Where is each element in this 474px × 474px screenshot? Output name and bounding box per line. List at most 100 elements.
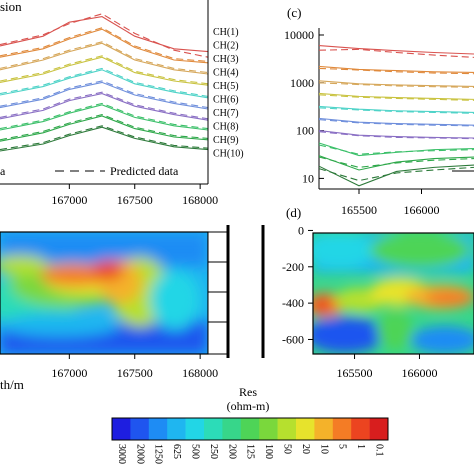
colorbar-label-5: 250 [208,444,219,459]
panel-c-x-tick-label-1: 166000 [404,203,440,217]
panel-c-predicted-line-2 [318,67,474,75]
panel-a-channel-label-8: CH(8) [213,122,239,133]
panel-c-measured-line-7 [318,130,474,139]
panel-a-legend-measured: a [0,164,6,178]
panel-c-y-tick-label-3: 10000 [284,28,314,42]
panel-c-predicted-line-8 [318,144,474,155]
panel-c-y-tick-label-2: 1000 [290,76,314,90]
panel-c-measured-line-6 [318,117,474,126]
colorbar-label-4: 500 [190,444,201,459]
panel-d-frame [312,232,474,355]
panel-d-label: (d) [286,205,301,220]
panel-a-measured-line-7 [0,93,209,121]
panel-c-measured-line-1 [318,45,474,55]
panel-a-measured-line-2 [0,28,209,64]
panel-c-measured-line-3 [318,80,474,87]
panel-a-x-tick-label-1: 167500 [117,193,153,207]
colorbar-label-1: 2000 [134,444,145,464]
panel-c-label: (c) [287,5,301,20]
panel-d-y-tick-label-1: -200 [282,260,304,274]
panel-a-measured-line-5 [0,69,209,99]
colorbar-label-10: 20 [300,444,311,454]
panel-d-y-ticks: 0 -200 -400 -600 [282,223,313,346]
panel-a-measured-line-6 [0,81,209,110]
panel-c-measured-line-9 [318,155,474,171]
panel-d-x-ticks: 165500 166000 [337,354,437,380]
panel-d-x-tick-label-1: 166000 [401,366,437,380]
panel-d-heatmap [313,233,474,354]
colorbar-label-2: 1250 [153,444,164,464]
panel-a-channel-label-4: CH(4) [213,68,239,79]
colorbar-label-6: 200 [226,444,237,459]
panel-c-series [318,45,474,187]
panel-c-predicted-line-5 [318,107,474,114]
panel-a-channel-label-1: CH(1) [213,27,239,38]
colorbar-swatch-0 [112,418,131,440]
panel-a-channel-label-6: CH(6) [213,95,239,106]
panel-d-x-tick-label-0: 165500 [337,366,373,380]
panel-c-y-ticks: 10 100 1000 10000 [284,28,324,185]
panel-b-x-tick-label-0: 167000 [51,366,87,380]
panel-b-mask [208,232,228,354]
panel-a-x-tick-label-0: 167000 [51,193,87,207]
colorbar-swatch-13 [351,418,370,440]
panel-a-series [0,13,209,152]
colorbar-swatch-14 [369,418,389,440]
panel-c: (c) 10 100 1000 10000 165500 166000 [284,5,474,217]
colorbar-swatch-1 [130,418,150,440]
colorbar-label-12: 5 [337,444,348,449]
colorbar-unit: (ohm-m) [227,399,270,413]
colorbar-label-11: 10 [318,444,329,454]
panel-a-predicted-line-10 [0,125,209,151]
colorbar-swatch-5 [204,418,223,440]
panel-a-predicted-line-4 [0,55,209,85]
colorbar-swatch-8 [259,418,278,440]
panel-c-measured-line-10 [318,164,474,187]
panel-a-legend-predicted: Predicted data [110,164,179,178]
panel-b-heatmap [0,232,208,354]
panel-a-channel-label-3: CH(3) [213,54,239,65]
panel-a-channel-label-7: CH(7) [213,108,239,119]
colorbar-swatch-3 [167,418,186,440]
colorbar-title: Res [239,385,257,399]
colorbar-label-3: 625 [171,444,182,459]
panel-b-xlabel: th/m [0,377,24,392]
colorbar-label-9: 50 [282,444,293,454]
colorbar-swatch-10 [296,418,315,440]
colorbar-labels: 3000 2000 1250 625 500 250 200 125 100 50 20 10 5 1 0.… [116,444,385,464]
colorbar-swatch-12 [332,418,352,440]
colorbar-swatch-7 [240,418,260,440]
panel-c-predicted-line-1 [318,48,474,58]
panel-b-x-ticks: 167000 167500 168000 [51,354,218,380]
colorbar: Res (ohm-m) 3000 2000 1250 625 500 250 200 125 1… [111,385,389,464]
panel-c-y-tick-label-1: 100 [296,124,314,138]
panel-c-x-ticks: 165500 166000 [341,189,440,217]
panel-c-predicted-line-6 [318,119,474,127]
panel-c-y-tick-label-0: 10 [302,171,314,185]
panel-a-x-tick-label-2: 168000 [182,193,218,207]
panel-c-predicted-line-4 [318,94,474,101]
colorbar-label-7: 125 [245,444,256,459]
colorbar-label-0: 3000 [116,444,127,464]
colorbar-swatches [111,417,389,441]
panel-b-x-tick-label-2: 168000 [182,366,218,380]
panel-b: 167000 167500 168000 th/m [0,225,230,392]
panel-a-predicted-line-5 [0,67,209,97]
panel-a-predicted-line-9 [0,114,209,141]
panel-a: sion CH(1) CH(2) CH(3) CH(4) CH(5) CH(6) CH(7)… [0,0,244,207]
panel-c-measured-line-2 [318,65,474,73]
colorbar-swatch-2 [148,418,168,440]
panel-a-predicted-line-6 [0,80,209,109]
colorbar-swatch-9 [277,418,297,440]
panel-a-measured-line-10 [0,126,209,152]
panel-a-x-ticks: 167000 167500 168000 [51,184,218,207]
panel-a-channel-label-10: CH(10) [213,149,244,160]
panel-a-measured-line-3 [0,42,209,75]
panel-a-channel-label-9: CH(9) [213,135,239,146]
panel-c-predicted-line-9 [318,156,474,168]
panel-a-measured-line-1 [0,16,209,53]
panel-c-predicted-line-10 [318,166,474,182]
colorbar-label-14: 0.1 [374,444,385,457]
panel-c-measured-line-8 [318,142,474,157]
